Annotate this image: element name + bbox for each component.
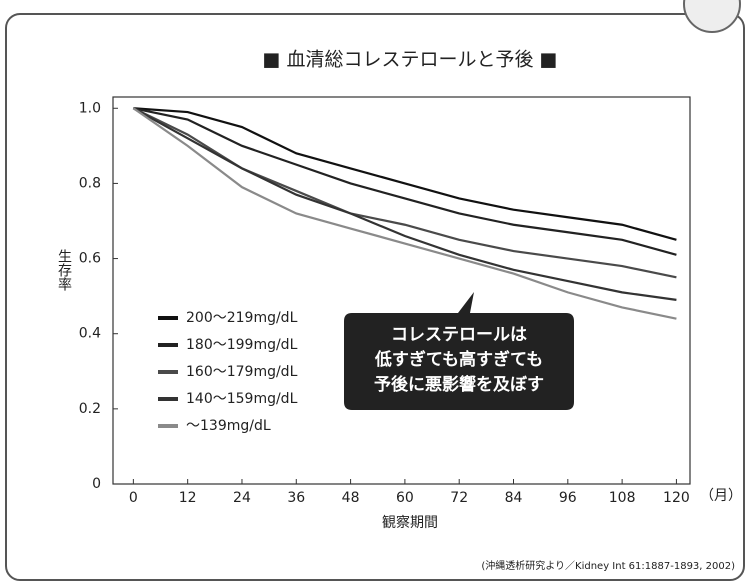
x-axis-label: 観察期間: [382, 514, 438, 531]
y-tick-label: 1.0: [79, 100, 101, 116]
x-tick-label: 12: [179, 490, 197, 506]
chart: ■ 血清総コレステロールと予後 ■ （月） 観察期間 (沖縄透析研究より／Kid…: [0, 0, 752, 584]
x-tick-label: 72: [450, 490, 468, 506]
legend-label: 200～219mg/dL: [186, 310, 298, 326]
x-tick-label: 36: [287, 490, 305, 506]
y-tick-label: 0.8: [79, 175, 101, 191]
callout-text: 予後に悪影響を及ぼす: [374, 374, 544, 395]
x-tick-label: 96: [559, 490, 577, 506]
callout-text: コレステロールは: [391, 325, 527, 345]
chart-title: ■ 血清総コレステロールと予後 ■: [263, 49, 558, 71]
y-axis-label: 生存率: [56, 249, 72, 291]
x-tick-label: 0: [129, 490, 138, 506]
legend-label: 140～159mg/dL: [186, 391, 298, 407]
y-tick-label: 0: [92, 476, 101, 492]
x-tick-label: 84: [505, 490, 523, 506]
legend-label: 160～179mg/dL: [186, 364, 298, 380]
callout-text: 低すぎても高すぎても: [374, 349, 543, 370]
legend-label: 180～199mg/dL: [186, 337, 298, 353]
x-tick-label: 60: [396, 490, 414, 506]
x-tick-label: 48: [342, 490, 360, 506]
x-tick-label: 108: [609, 490, 636, 506]
x-tick-label: 24: [233, 490, 251, 506]
page: ■ 血清総コレステロールと予後 ■ （月） 観察期間 (沖縄透析研究より／Kid…: [0, 0, 752, 584]
y-tick-label: 0.4: [79, 326, 101, 342]
source: (沖縄透析研究より／Kidney Int 61:1887-1893, 2002): [481, 559, 735, 572]
legend-label: ～139mg/dL: [186, 418, 271, 434]
y-tick-label: 0.2: [79, 401, 101, 417]
x-tick-label: 120: [663, 490, 690, 506]
y-tick-label: 0.6: [79, 251, 101, 267]
x-unit: （月）: [700, 488, 742, 504]
